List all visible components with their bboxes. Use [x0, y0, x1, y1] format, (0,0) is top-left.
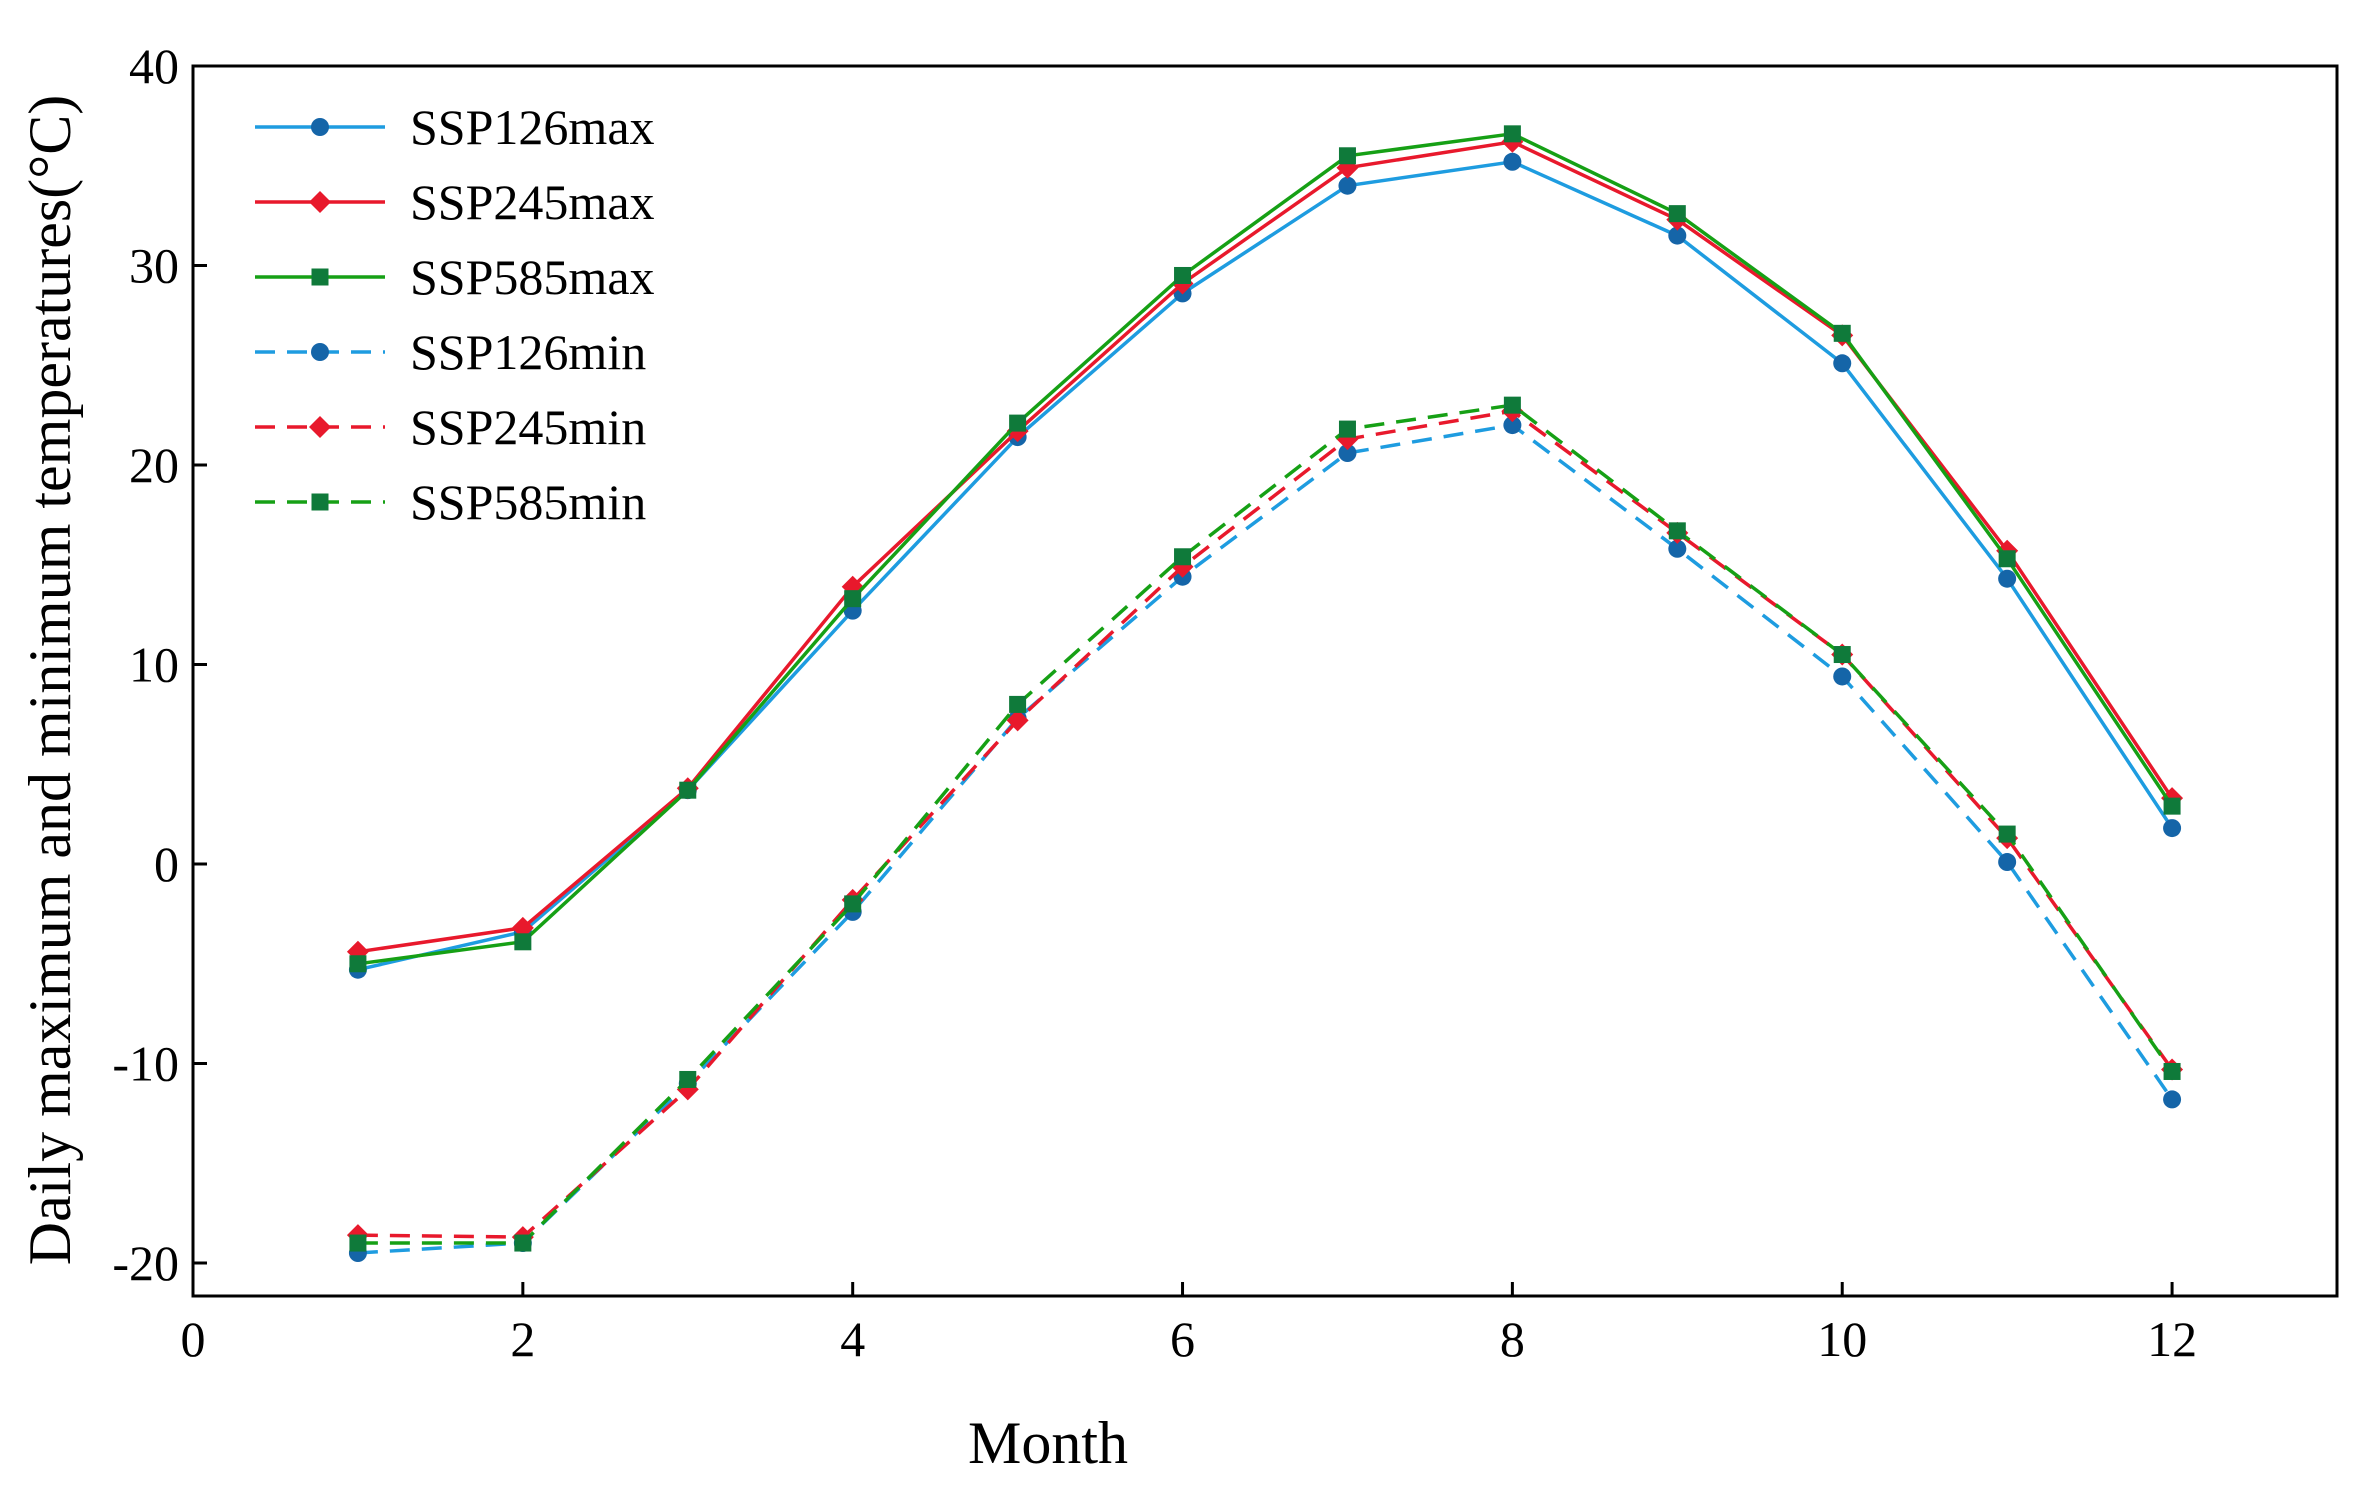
- data-point-ssp585max: [2163, 797, 2181, 815]
- data-point-ssp585max: [1174, 266, 1192, 284]
- data-point-ssp585max: [844, 590, 862, 608]
- x-tick-label: 10: [1817, 1311, 1867, 1367]
- legend-item-ssp245max: SSP245max: [255, 174, 655, 230]
- legend-label-ssp245min: SSP245min: [410, 399, 646, 455]
- x-tick-label: 0: [181, 1311, 206, 1367]
- data-point-ssp585max: [1338, 147, 1356, 165]
- data-point-ssp585min: [1338, 420, 1356, 438]
- data-point-ssp126max: [1338, 176, 1357, 195]
- x-tick-label: 2: [510, 1311, 535, 1367]
- legend-item-ssp585min: SSP585min: [255, 474, 646, 530]
- series-line-ssp585max: [357, 132, 2174, 966]
- plot-frame: [191, 64, 2339, 1298]
- legend-item-ssp126min: SSP126min: [255, 324, 646, 380]
- data-point-ssp585max: [1503, 125, 1521, 143]
- data-point-ssp585max: [1998, 550, 2016, 568]
- data-point-ssp585min: [1503, 396, 1521, 414]
- legend-label-ssp126max: SSP126max: [410, 99, 655, 155]
- series-line-ssp245min: [357, 409, 2174, 1239]
- series-layer: [346, 125, 2184, 1263]
- data-point-ssp585max: [514, 933, 532, 951]
- data-point-ssp585min: [2163, 1062, 2181, 1080]
- legend-label-ssp585min: SSP585min: [410, 474, 646, 530]
- data-point-ssp126min: [2163, 1090, 2182, 1109]
- data-point-ssp126max: [2163, 819, 2182, 838]
- data-point-ssp245min: [1006, 709, 1029, 732]
- data-point-ssp585max: [1833, 324, 1851, 342]
- series-ssp585min: [349, 396, 2181, 1252]
- y-tick-label: -20: [112, 1235, 179, 1291]
- data-point-ssp585min: [1174, 548, 1192, 566]
- series-line-ssp126min: [357, 423, 2174, 1255]
- series-ssp126min: [348, 416, 2182, 1263]
- x-tick-label: 4: [840, 1311, 865, 1367]
- y-tick-label: 10: [129, 637, 179, 693]
- data-point-ssp585min: [514, 1234, 532, 1252]
- data-point-ssp585min: [1833, 646, 1851, 664]
- series-ssp585max: [349, 125, 2181, 973]
- data-point-ssp126max: [1503, 152, 1522, 171]
- legend-marker-ssp126min: [311, 343, 329, 361]
- x-tick-label: 12: [2147, 1311, 2197, 1367]
- data-point-ssp126min: [1998, 853, 2017, 872]
- data-point-ssp126min: [1503, 416, 1522, 435]
- data-point-ssp126max: [1668, 226, 1687, 245]
- y-tick-label: 20: [129, 437, 179, 493]
- legend-label-ssp126min: SSP126min: [410, 324, 646, 380]
- data-point-ssp585min: [679, 1070, 697, 1088]
- data-point-ssp585min: [844, 895, 862, 913]
- legend: SSP126max SSP245max SSP585max SSP126min SSP2…: [255, 99, 655, 530]
- y-tick-label: 30: [129, 238, 179, 294]
- legend-label-ssp245max: SSP245max: [410, 174, 655, 230]
- x-tick-label: 6: [1170, 1311, 1195, 1367]
- data-point-ssp585max: [1668, 205, 1686, 223]
- data-point-ssp585min: [1998, 825, 2016, 843]
- x-tick-label: 8: [1500, 1311, 1525, 1367]
- y-tick-label: -10: [112, 1036, 179, 1092]
- legend-item-ssp126max: SSP126max: [255, 99, 655, 155]
- legend-item-ssp245min: SSP245min: [255, 399, 646, 455]
- legend-marker-ssp585max: [311, 268, 329, 286]
- data-point-ssp585min: [1009, 695, 1027, 713]
- legend-marker-ssp585min: [311, 493, 329, 511]
- data-point-ssp585min: [349, 1234, 367, 1252]
- data-point-ssp585max: [1009, 414, 1027, 432]
- data-point-ssp126max: [1833, 354, 1852, 373]
- data-point-ssp126min: [1668, 539, 1687, 558]
- legend-label-ssp585max: SSP585max: [410, 249, 655, 305]
- legend-marker-ssp245max: [309, 191, 331, 213]
- data-point-ssp126max: [1998, 569, 2017, 588]
- data-point-ssp126min: [1338, 444, 1357, 463]
- axes-layer: 0 2 4 6 8 10 12 -20 -10 0 10 20 30 40: [112, 38, 2339, 1367]
- x-axis-label: Month: [968, 1410, 1128, 1476]
- legend-item-ssp585max: SSP585max: [255, 249, 655, 305]
- y-tick-label: 40: [129, 38, 179, 94]
- y-axis-label: Daily maximum and minimum temperatures(°…: [17, 95, 83, 1265]
- legend-marker-ssp126max: [311, 118, 329, 136]
- y-tick-label: 0: [154, 836, 179, 892]
- legend-marker-ssp245min: [309, 416, 331, 438]
- data-point-ssp585max: [679, 781, 697, 799]
- data-point-ssp585min: [1668, 522, 1686, 540]
- data-point-ssp585max: [349, 955, 367, 973]
- data-point-ssp126min: [1833, 667, 1852, 686]
- series-line-ssp585min: [357, 403, 2174, 1245]
